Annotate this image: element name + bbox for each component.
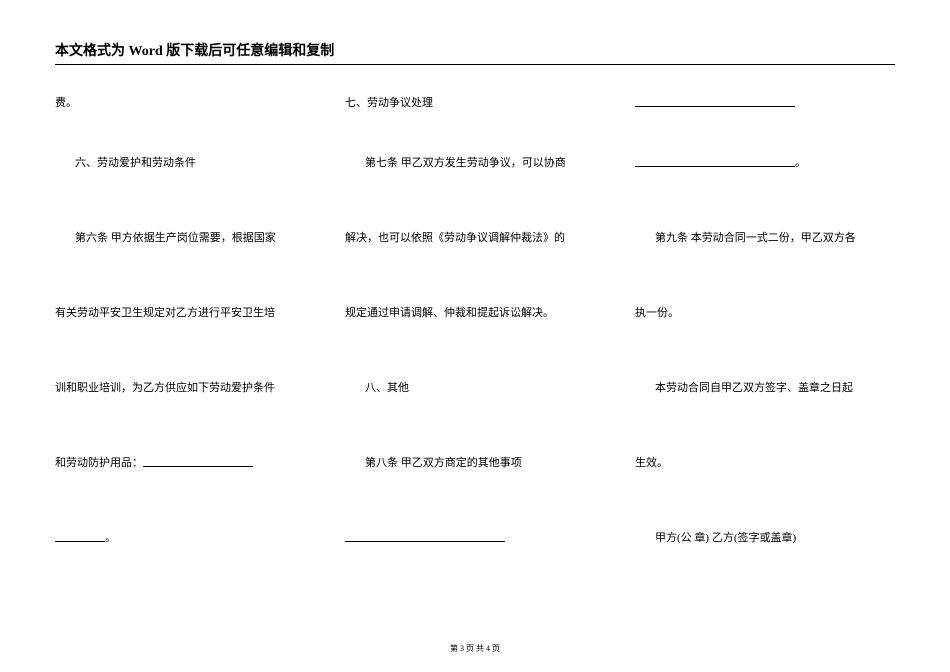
page-footer: 第 3 页 共 4 页 xyxy=(0,643,950,654)
col3-r4: 执一份。 xyxy=(635,303,679,324)
doc-header: 本文格式为 Word 版下载后可任意编辑和复制 xyxy=(55,40,895,65)
col1-r2: 六、劳动爱护和劳动条件 xyxy=(75,153,196,174)
col2-r5: 八、其他 xyxy=(365,378,409,399)
col3-r7: 甲方(公 章) 乙方(签字或盖章) xyxy=(655,528,796,549)
col1-r5: 训和职业培训，为乙方供应如下劳动爱护条件 xyxy=(55,378,275,399)
col2-r1: 七、劳动争议处理 xyxy=(345,93,433,114)
col1-r4: 有关劳动平安卫生规定对乙方进行平安卫生培 xyxy=(55,303,275,324)
col3-r5: 本劳动合同自甲乙双方签字、盖章之日起 xyxy=(655,378,853,399)
col1-r3: 第六条 甲方依据生产岗位需要，根据国家 xyxy=(75,228,276,249)
content-area: 费。 六、劳动爱护和劳动条件 第六条 甲方依据生产岗位需要，根据国家 有关劳动平… xyxy=(55,93,895,603)
col2-r3: 解决，也可以依照《劳动争议调解仲裁法》的 xyxy=(345,228,565,249)
col1-r7-blank xyxy=(55,528,105,542)
col3-r2-blank xyxy=(635,153,795,167)
col2-r2: 第七条 甲乙双方发生劳动争议，可以协商 xyxy=(365,153,566,174)
col2-r7-blank xyxy=(345,528,505,542)
col1-r6-prefix: 和劳动防护用品： xyxy=(55,453,143,474)
col2-r6: 第八条 甲乙双方商定的其他事项 xyxy=(365,453,522,474)
col1-r7-suffix: 。 xyxy=(105,528,116,549)
col1-r6-blank xyxy=(143,453,253,467)
col2-r4: 规定通过申请调解、仲裁和提起诉讼解决。 xyxy=(345,303,554,324)
col3-r3: 第九条 本劳动合同一式二份，甲乙双方各 xyxy=(655,228,856,249)
column-3: 。 第九条 本劳动合同一式二份，甲乙双方各 执一份。 本劳动合同自甲乙双方签字、… xyxy=(635,93,895,603)
column-1: 费。 六、劳动爱护和劳动条件 第六条 甲方依据生产岗位需要，根据国家 有关劳动平… xyxy=(55,93,315,603)
col1-r1: 费。 xyxy=(55,93,77,114)
column-2: 七、劳动争议处理 第七条 甲乙双方发生劳动争议，可以协商 解决，也可以依照《劳动… xyxy=(345,93,605,603)
col3-r2-suffix: 。 xyxy=(795,153,806,174)
col3-r1-blank xyxy=(635,93,795,107)
col3-r6: 生效。 xyxy=(635,453,668,474)
